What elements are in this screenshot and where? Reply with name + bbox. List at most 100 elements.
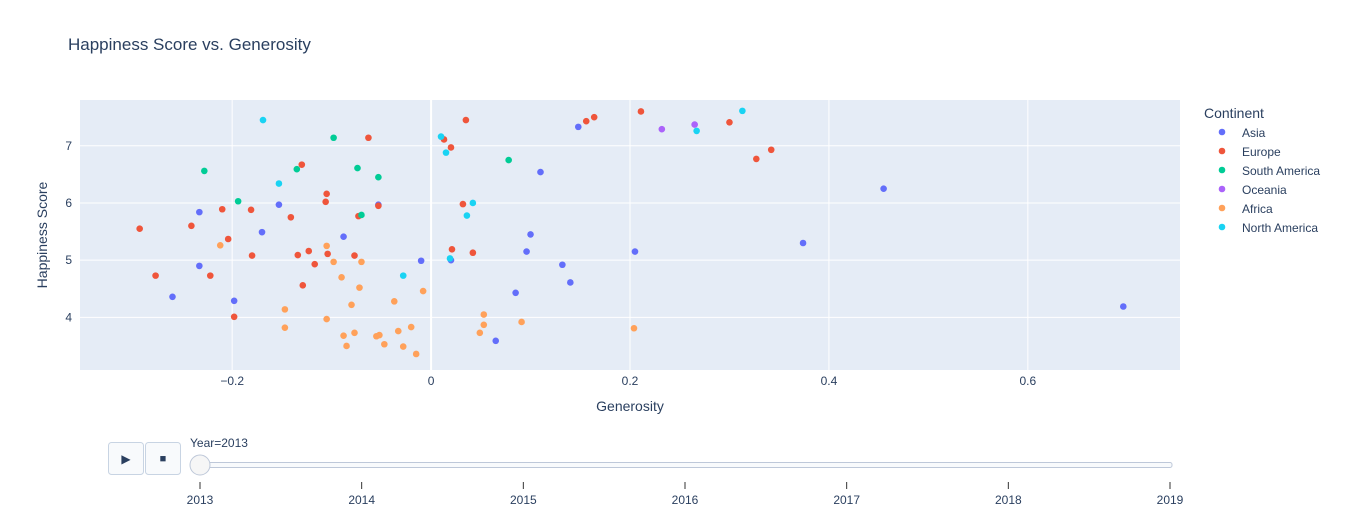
data-point-oceania[interactable] bbox=[691, 121, 698, 128]
data-point-asia[interactable] bbox=[559, 261, 566, 269]
data-point-africa[interactable] bbox=[330, 258, 337, 266]
data-point-europe[interactable] bbox=[459, 200, 467, 208]
data-point-europe[interactable] bbox=[287, 213, 295, 221]
plot-area[interactable] bbox=[80, 100, 1180, 370]
stop-button[interactable]: ■ bbox=[145, 442, 181, 475]
data-point-africa[interactable] bbox=[480, 321, 488, 329]
data-point-africa[interactable] bbox=[323, 242, 330, 250]
legend-item-asia[interactable]: Asia bbox=[1218, 126, 1266, 140]
data-point-africa[interactable] bbox=[412, 350, 420, 358]
data-point-africa[interactable] bbox=[351, 329, 358, 337]
data-point-africa[interactable] bbox=[356, 284, 363, 291]
data-point-africa[interactable] bbox=[407, 323, 415, 331]
legend-item-oceania[interactable]: Oceania bbox=[1218, 183, 1287, 197]
data-point-europe[interactable] bbox=[299, 282, 307, 289]
data-point-europe[interactable] bbox=[298, 161, 306, 168]
data-point-south-america[interactable] bbox=[375, 173, 382, 181]
data-point-africa[interactable] bbox=[419, 287, 427, 295]
data-point-europe[interactable] bbox=[248, 252, 256, 259]
data-point-europe[interactable] bbox=[753, 155, 760, 163]
data-point-north-america[interactable] bbox=[469, 199, 477, 207]
legend-item-europe[interactable]: Europe bbox=[1218, 145, 1281, 159]
data-point-europe[interactable] bbox=[767, 146, 775, 154]
data-point-asia[interactable] bbox=[537, 168, 544, 176]
data-point-south-america[interactable] bbox=[330, 134, 337, 142]
data-point-europe[interactable] bbox=[311, 260, 319, 268]
data-point-africa[interactable] bbox=[343, 342, 350, 350]
data-point-europe[interactable] bbox=[224, 235, 232, 243]
data-point-north-america[interactable] bbox=[442, 149, 450, 156]
data-point-africa[interactable] bbox=[376, 331, 383, 339]
data-point-asia[interactable] bbox=[527, 231, 534, 238]
data-point-asia[interactable] bbox=[196, 208, 203, 216]
data-point-africa[interactable] bbox=[338, 274, 345, 281]
data-point-north-america[interactable] bbox=[275, 180, 283, 187]
data-point-north-america[interactable] bbox=[446, 255, 454, 262]
data-point-europe[interactable] bbox=[294, 251, 302, 259]
data-point-africa[interactable] bbox=[381, 340, 388, 348]
data-point-africa[interactable] bbox=[358, 258, 365, 266]
data-point-asia[interactable] bbox=[492, 337, 500, 345]
data-point-asia[interactable] bbox=[169, 293, 176, 301]
legend-item-north-america[interactable]: North America bbox=[1218, 221, 1319, 235]
data-point-africa[interactable] bbox=[281, 306, 289, 313]
data-point-asia[interactable] bbox=[417, 257, 425, 265]
data-point-europe[interactable] bbox=[582, 117, 590, 125]
data-point-europe[interactable] bbox=[323, 190, 330, 198]
data-point-north-america[interactable] bbox=[399, 272, 407, 279]
data-point-europe[interactable] bbox=[469, 249, 477, 257]
data-point-asia[interactable] bbox=[230, 297, 238, 305]
data-point-europe[interactable] bbox=[375, 202, 382, 210]
data-point-africa[interactable] bbox=[399, 343, 407, 350]
data-point-asia[interactable] bbox=[567, 279, 574, 286]
data-point-south-america[interactable] bbox=[293, 165, 301, 173]
slider-rail[interactable] bbox=[195, 462, 1173, 468]
data-point-africa[interactable] bbox=[476, 329, 484, 337]
data-point-africa[interactable] bbox=[480, 311, 488, 318]
data-point-south-america[interactable] bbox=[234, 197, 242, 205]
data-point-europe[interactable] bbox=[365, 134, 372, 142]
data-point-europe[interactable] bbox=[448, 246, 456, 253]
legend-item-africa[interactable]: Africa bbox=[1218, 202, 1273, 216]
data-point-asia[interactable] bbox=[196, 262, 203, 270]
data-point-europe[interactable] bbox=[351, 252, 358, 259]
data-point-north-america[interactable] bbox=[463, 212, 471, 219]
data-point-europe[interactable] bbox=[152, 272, 159, 279]
data-point-europe[interactable] bbox=[136, 225, 143, 233]
data-point-asia[interactable] bbox=[512, 289, 519, 297]
legend-item-south-america[interactable]: South America bbox=[1218, 164, 1321, 178]
data-point-europe[interactable] bbox=[230, 313, 238, 321]
data-point-north-america[interactable] bbox=[693, 127, 700, 135]
data-point-africa[interactable] bbox=[348, 301, 355, 309]
data-point-south-america[interactable] bbox=[354, 164, 361, 172]
data-point-europe[interactable] bbox=[590, 113, 598, 121]
slider-handle[interactable] bbox=[189, 454, 211, 476]
data-point-south-america[interactable] bbox=[505, 156, 512, 164]
data-point-europe[interactable] bbox=[305, 247, 313, 255]
data-point-oceania[interactable] bbox=[658, 125, 666, 133]
data-point-asia[interactable] bbox=[880, 185, 887, 192]
data-point-africa[interactable] bbox=[323, 315, 330, 323]
data-point-south-america[interactable] bbox=[358, 211, 365, 219]
data-point-africa[interactable] bbox=[216, 241, 224, 249]
data-point-asia[interactable] bbox=[340, 233, 347, 241]
data-point-africa[interactable] bbox=[518, 318, 525, 326]
data-point-africa[interactable] bbox=[340, 332, 347, 339]
data-point-north-america[interactable] bbox=[739, 107, 746, 115]
data-point-asia[interactable] bbox=[799, 239, 807, 247]
data-point-europe[interactable] bbox=[324, 250, 331, 258]
data-point-asia[interactable] bbox=[631, 248, 639, 255]
data-point-europe[interactable] bbox=[188, 222, 195, 230]
data-point-europe[interactable] bbox=[447, 144, 455, 151]
data-point-south-america[interactable] bbox=[201, 167, 208, 175]
data-point-europe[interactable] bbox=[637, 108, 645, 115]
play-button[interactable]: ▶ bbox=[108, 442, 144, 475]
data-point-europe[interactable] bbox=[322, 198, 329, 206]
data-point-asia[interactable] bbox=[1120, 303, 1127, 310]
data-point-africa[interactable] bbox=[281, 324, 289, 331]
data-point-europe[interactable] bbox=[206, 272, 214, 279]
data-point-europe[interactable] bbox=[218, 205, 226, 213]
data-point-asia[interactable] bbox=[574, 123, 582, 131]
data-point-africa[interactable] bbox=[390, 298, 398, 305]
data-point-europe[interactable] bbox=[462, 116, 470, 124]
